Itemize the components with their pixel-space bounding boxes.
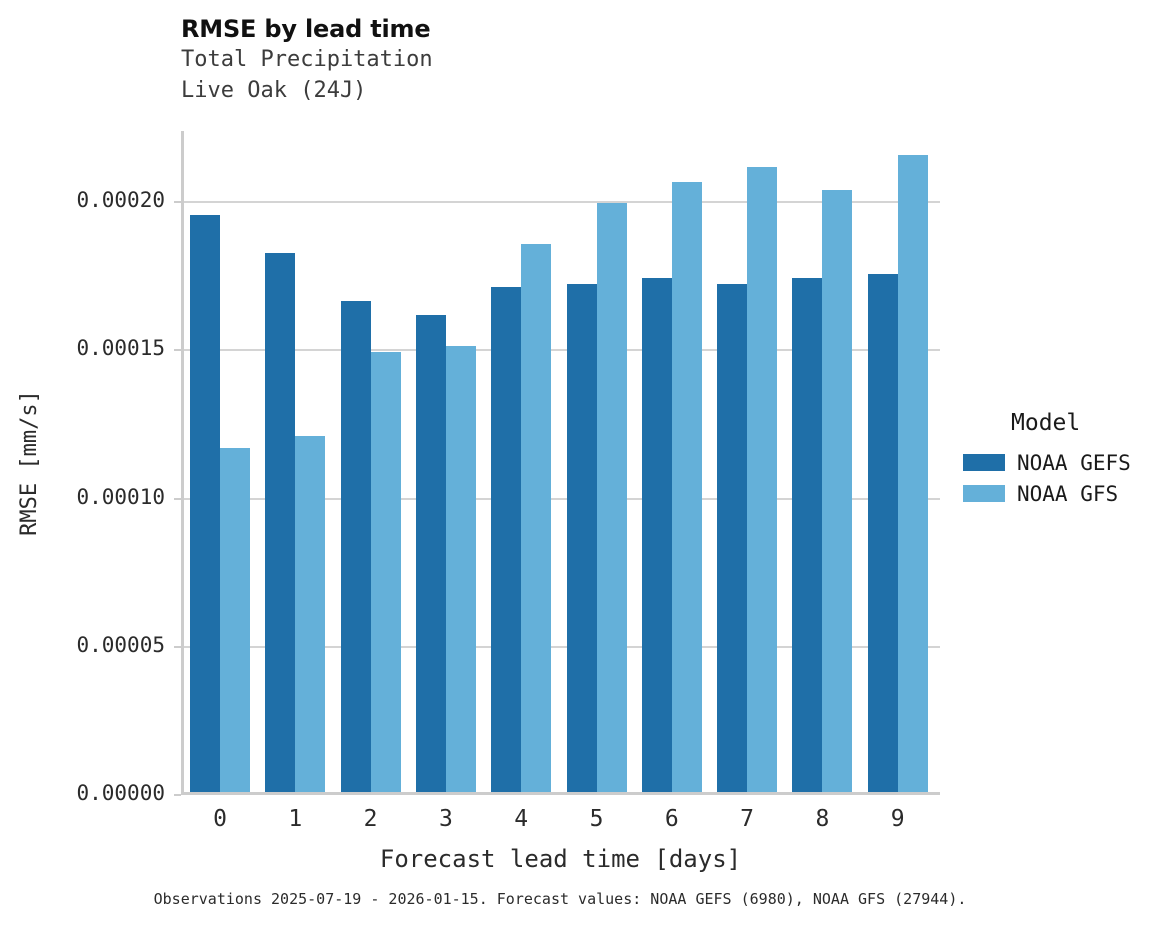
y-axis-tick-label: 0.00000 [76,781,165,805]
bar [340,301,371,792]
y-axis-label-text: RMSE [mm/s] [16,390,42,536]
chart-header: RMSE by lead time Total Precipitation Li… [181,14,433,106]
legend: Model NOAA GEFS NOAA GFS [963,410,1175,509]
x-axis-tick-label: 7 [740,806,755,832]
bar [641,278,672,792]
y-axis-tick [174,497,181,500]
y-axis-label: RMSE [mm/s] [14,131,44,795]
bar [370,352,401,792]
x-axis-tick-label: 8 [815,806,830,832]
legend-title: Model [1011,410,1081,436]
bar [792,278,823,792]
page-title: RMSE by lead time [181,15,431,43]
bar [717,284,748,792]
plot-area [174,131,940,796]
y-axis-spine [181,131,184,795]
x-axis-tick-label: 0 [213,806,227,832]
y-axis-tick [174,645,181,648]
y-axis-tick [174,349,181,352]
bar [822,190,853,792]
chart-subtitle-variable: Total Precipitation [181,47,433,72]
bar [445,346,476,792]
bar [491,286,522,792]
y-axis-tick [174,794,181,796]
bar [897,155,928,792]
bar [295,436,326,792]
y-axis-tick [174,201,181,204]
gridline [184,201,940,204]
x-axis-label: Forecast lead time [days] [379,845,742,873]
legend-item[interactable]: NOAA GEFS [963,447,1175,478]
y-axis-tick-label: 0.00015 [76,336,165,361]
bar [220,448,250,792]
legend-item[interactable]: NOAA GFS [963,478,1175,509]
x-axis-tick-label: 1 [288,806,303,832]
x-axis-tick-label: 3 [438,806,453,832]
x-axis-tick-label: 2 [363,806,378,832]
bar [415,315,446,792]
chart-footer-caption: Observations 2025-07-19 - 2026-01-15. Fo… [153,890,967,908]
bar [190,215,220,792]
legend-item-label: NOAA GEFS [1017,450,1131,475]
legend-item-label: NOAA GFS [1017,481,1119,506]
x-axis-spine [181,792,940,795]
chart-subtitle-location: Live Oak (24J) [181,78,367,103]
gridline [184,497,940,500]
gridline [184,349,940,352]
y-axis-tick-label: 0.00005 [76,632,165,657]
bar [747,166,778,792]
bar [596,202,627,792]
legend-swatch-icon [963,454,1005,471]
legend-entries: NOAA GEFS NOAA GFS [963,447,1175,509]
x-axis-tick-label: 9 [890,806,905,832]
bar [265,252,296,792]
legend-swatch-icon [963,485,1005,502]
bar [566,283,597,792]
bar [867,273,898,792]
y-axis-tick-label: 0.00010 [76,484,165,509]
bar [671,181,702,792]
x-axis-tick-label: 5 [589,806,604,832]
x-axis-tick-label: 6 [664,806,679,832]
bar [521,243,552,792]
gridline [184,645,940,648]
x-axis-tick-label: 4 [514,806,529,832]
y-axis-tick-label: 0.00020 [76,188,165,213]
